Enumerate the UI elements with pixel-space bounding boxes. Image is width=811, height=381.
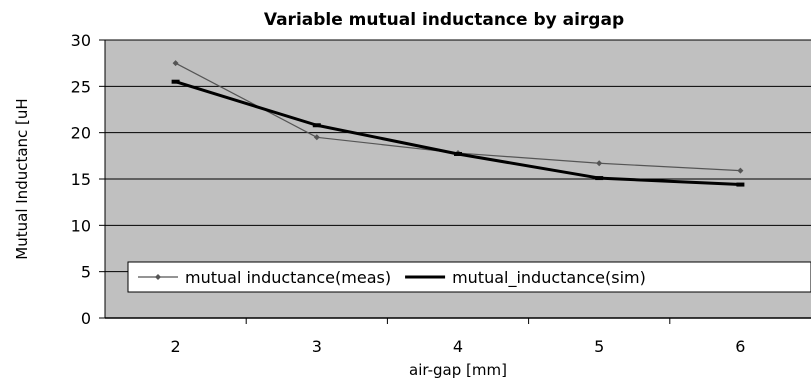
y-tick-label-0: 0 — [81, 309, 91, 328]
y-axis-ticks: 0 5 10 15 20 25 30 — [71, 31, 105, 328]
x-tick-label-5: 5 — [594, 337, 604, 356]
y-tick-label-30: 30 — [71, 31, 91, 50]
x-tick-label-3: 3 — [312, 337, 322, 356]
data-point — [313, 134, 320, 141]
series-2 — [171, 79, 745, 187]
legend-entry-2: mutual_inductance(sim) — [452, 268, 646, 288]
x-tick-label-6: 6 — [735, 337, 745, 356]
series-layer — [171, 60, 745, 187]
y-tick-label-15: 15 — [71, 170, 91, 189]
y-tick-label-20: 20 — [71, 124, 91, 143]
y-tick-label-10: 10 — [71, 216, 91, 235]
x-tick-label-4: 4 — [453, 337, 463, 356]
data-point — [737, 167, 744, 174]
y-tick-label-25: 25 — [71, 77, 91, 96]
x-axis-ticks: 2 3 4 5 6 — [171, 318, 745, 356]
legend-entry-1: mutual inductance(meas) — [185, 268, 391, 287]
x-axis-label: air-gap [mm] — [409, 361, 507, 379]
x-tick-label-2: 2 — [171, 337, 181, 356]
legend: mutual inductance(meas) mutual_inductance… — [127, 261, 811, 293]
y-tick-label-5: 5 — [81, 263, 91, 282]
y-axis-label: Mutual Inductanc [uH — [13, 98, 31, 259]
legend-marker-1 — [155, 274, 161, 280]
data-point — [596, 160, 603, 167]
chart-title: Variable mutual inductance by airgap — [264, 10, 624, 30]
data-point — [172, 60, 179, 67]
legend-box — [127, 261, 811, 293]
